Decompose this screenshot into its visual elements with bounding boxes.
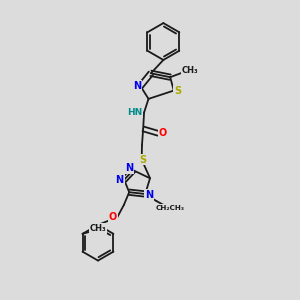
Text: S: S <box>140 154 147 164</box>
Text: HN: HN <box>127 108 142 117</box>
Text: N: N <box>116 175 124 185</box>
Text: S: S <box>174 85 181 96</box>
Text: CH₂CH₃: CH₂CH₃ <box>155 205 184 211</box>
Text: O: O <box>109 212 117 222</box>
Text: O: O <box>159 128 167 138</box>
Text: N: N <box>125 163 133 173</box>
Text: CH₃: CH₃ <box>182 66 199 75</box>
Text: CH₃: CH₃ <box>90 224 106 233</box>
Text: N: N <box>145 190 153 200</box>
Text: N: N <box>133 81 141 91</box>
